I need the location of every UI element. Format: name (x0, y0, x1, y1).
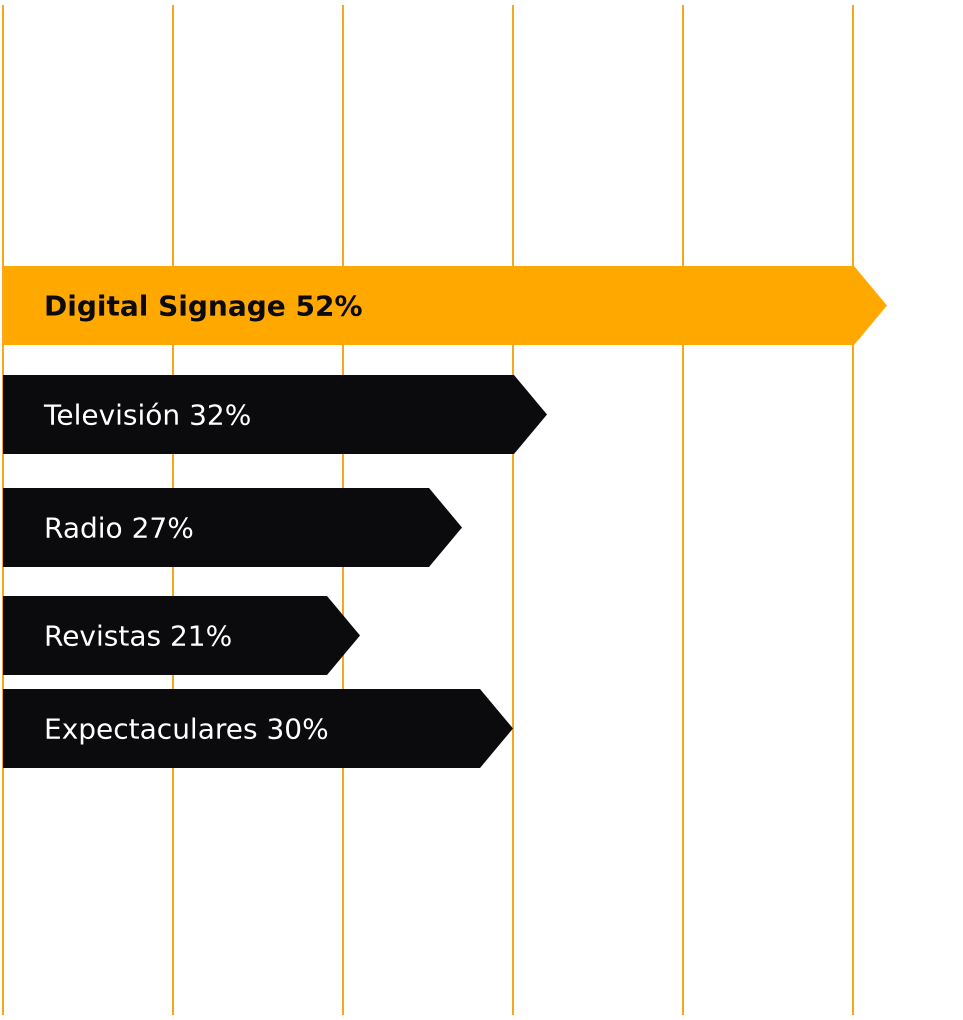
bars (3, 266, 887, 768)
data-label: Televisión 32% (43, 399, 251, 432)
bar-televisi-n (3, 375, 547, 454)
bar-digital-signage (3, 266, 887, 345)
data-label: Radio 27% (44, 512, 194, 545)
bar-labels: Digital Signage 52% Televisión 32% Radio 2… (43, 290, 363, 746)
bar-expectaculares (3, 689, 513, 768)
data-label: Revistas 21% (44, 620, 232, 653)
bar-radio (3, 488, 462, 567)
bar-revistas (3, 596, 360, 675)
data-label: Expectaculares 30% (44, 713, 329, 746)
data-label: Digital Signage 52% (44, 290, 363, 323)
